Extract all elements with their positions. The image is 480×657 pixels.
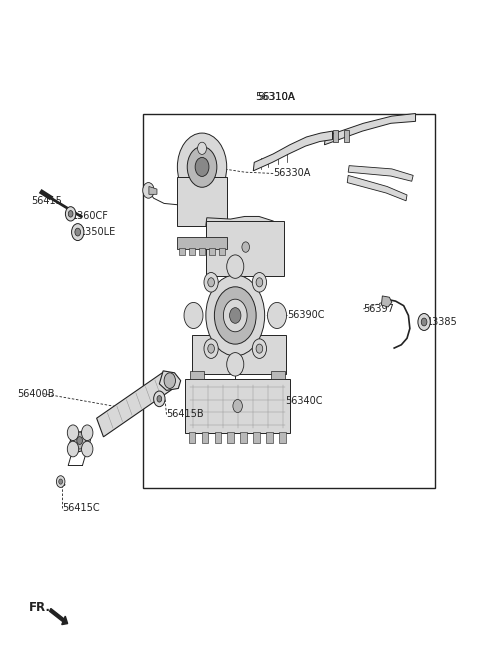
Circle shape <box>204 339 218 359</box>
Circle shape <box>418 313 430 330</box>
Polygon shape <box>382 296 392 307</box>
Circle shape <box>75 228 81 236</box>
Text: 56415B: 56415B <box>167 409 204 419</box>
Circle shape <box>242 242 250 252</box>
Polygon shape <box>324 114 416 145</box>
Text: 56415C: 56415C <box>62 503 100 512</box>
Bar <box>266 432 273 443</box>
Circle shape <box>195 158 209 177</box>
Bar <box>344 131 349 142</box>
Bar <box>219 248 225 255</box>
Bar <box>206 221 284 277</box>
Polygon shape <box>149 187 157 194</box>
Circle shape <box>157 396 162 402</box>
Circle shape <box>223 299 247 332</box>
Bar <box>209 248 215 255</box>
Circle shape <box>143 183 154 198</box>
Polygon shape <box>96 371 171 437</box>
FancyArrow shape <box>49 608 68 625</box>
Circle shape <box>256 344 263 353</box>
Text: 1360CF: 1360CF <box>72 212 108 221</box>
Polygon shape <box>206 216 283 237</box>
Circle shape <box>67 425 79 441</box>
Circle shape <box>178 133 227 201</box>
Polygon shape <box>192 335 287 374</box>
Bar <box>179 248 185 255</box>
Bar <box>333 131 338 142</box>
Polygon shape <box>347 175 407 201</box>
Circle shape <box>233 399 242 413</box>
Circle shape <box>67 442 79 457</box>
Text: 56390C: 56390C <box>288 311 325 321</box>
Bar <box>143 114 434 488</box>
Circle shape <box>227 353 244 376</box>
Bar <box>279 432 286 443</box>
Bar <box>240 432 247 443</box>
Bar <box>189 432 195 443</box>
Circle shape <box>73 432 86 449</box>
Bar <box>253 432 260 443</box>
Text: 56310A: 56310A <box>257 92 294 102</box>
Text: 1350LE: 1350LE <box>80 227 116 237</box>
Bar <box>178 177 227 225</box>
Circle shape <box>65 207 76 221</box>
Circle shape <box>154 391 165 407</box>
Text: 56415: 56415 <box>31 196 62 206</box>
Circle shape <box>256 278 263 287</box>
Bar <box>189 248 195 255</box>
Bar <box>215 432 221 443</box>
Bar <box>199 248 205 255</box>
Polygon shape <box>159 371 180 390</box>
Text: 56397: 56397 <box>363 304 394 314</box>
Circle shape <box>72 223 84 240</box>
Bar <box>202 432 208 443</box>
Polygon shape <box>348 166 413 181</box>
Circle shape <box>208 344 215 353</box>
Circle shape <box>164 373 176 388</box>
Circle shape <box>252 273 266 292</box>
Circle shape <box>204 273 218 292</box>
Circle shape <box>68 211 73 217</box>
Circle shape <box>227 255 244 279</box>
Circle shape <box>229 307 241 323</box>
Bar <box>271 371 285 379</box>
Circle shape <box>59 479 62 484</box>
Circle shape <box>267 302 287 328</box>
Circle shape <box>82 425 93 441</box>
Circle shape <box>206 275 264 356</box>
Text: 56330A: 56330A <box>273 168 311 179</box>
Text: 56340C: 56340C <box>285 396 323 407</box>
Circle shape <box>252 339 266 359</box>
Circle shape <box>56 476 65 487</box>
Circle shape <box>198 142 206 154</box>
Text: 56400B: 56400B <box>17 389 55 399</box>
Circle shape <box>421 318 427 326</box>
Circle shape <box>184 302 203 328</box>
Text: FR.: FR. <box>29 600 51 614</box>
Circle shape <box>208 278 215 287</box>
Polygon shape <box>69 432 91 452</box>
Text: 56310A: 56310A <box>255 92 296 102</box>
Bar <box>190 371 204 379</box>
Polygon shape <box>253 131 333 171</box>
Polygon shape <box>178 237 227 249</box>
Text: 13385: 13385 <box>427 317 458 327</box>
Bar <box>185 379 290 433</box>
Circle shape <box>77 437 83 444</box>
Circle shape <box>82 442 93 457</box>
Circle shape <box>215 287 256 344</box>
Circle shape <box>187 147 217 187</box>
Bar <box>228 432 234 443</box>
